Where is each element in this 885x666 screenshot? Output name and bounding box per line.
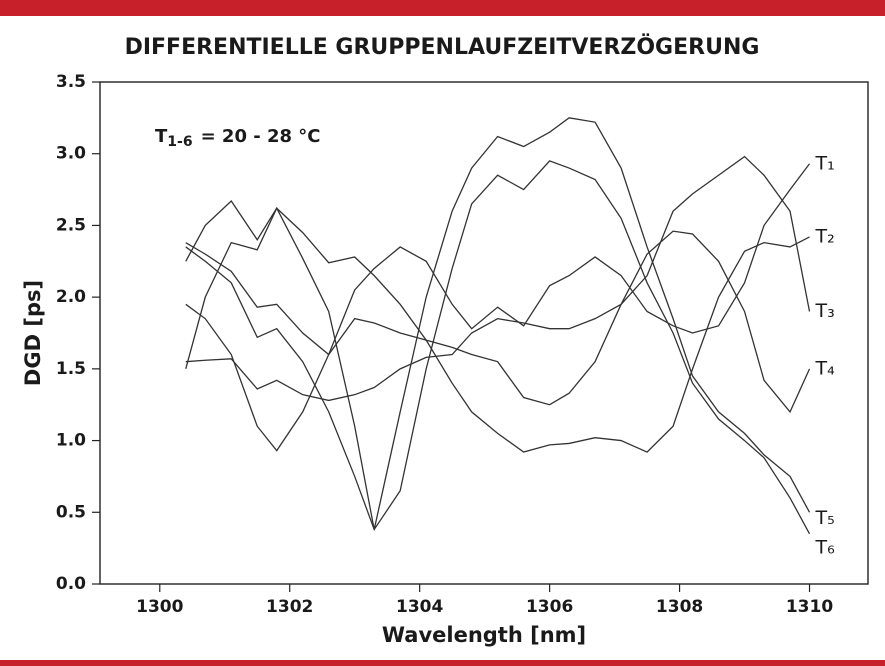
y-axis-label: DGD [ps] <box>21 280 45 386</box>
y-tick-label: 3.5 <box>56 72 86 92</box>
bottom-band <box>0 660 885 666</box>
x-tick-label: 1302 <box>266 597 313 617</box>
series-label: T₁ <box>815 152 835 174</box>
chart-title: DIFFERENTIELLE GRUPPENLAUFZEITVERZÖGERUN… <box>125 34 760 60</box>
y-tick-label: 3.0 <box>56 144 86 164</box>
annotation-text: = 20 - 28 °C <box>201 126 321 147</box>
series-line <box>185 207 810 453</box>
x-tick-label: 1308 <box>656 597 703 617</box>
y-tick-label: 1.0 <box>56 431 86 451</box>
series-label: T₅ <box>815 507 835 529</box>
series-label: T₃ <box>815 300 835 322</box>
series-line <box>185 160 811 535</box>
series-line <box>185 117 811 530</box>
y-tick-label: 2.0 <box>56 287 86 307</box>
x-tick-label: 1304 <box>396 597 443 617</box>
series-line <box>185 155 811 402</box>
x-axis-label: Wavelength [nm] <box>382 623 586 647</box>
y-tick-label: 1.5 <box>56 359 86 379</box>
series-line <box>185 230 811 414</box>
y-tick-label: 0.0 <box>56 574 86 594</box>
annotation: T1-6 = 20 - 28 °C <box>155 126 321 150</box>
annotation-subscript: 1-6 <box>167 134 192 150</box>
series-label: T₄ <box>815 357 836 379</box>
plot-frame <box>99 81 869 585</box>
x-tick-label: 1300 <box>136 597 183 617</box>
x-tick-label: 1306 <box>526 597 573 617</box>
y-tick-label: 2.5 <box>56 215 86 235</box>
y-tick-label: 0.5 <box>56 502 86 522</box>
x-tick-label: 1310 <box>786 597 833 617</box>
top-band <box>0 0 885 16</box>
annotation-symbol: T <box>155 126 168 147</box>
series-label: T₂ <box>815 225 835 247</box>
series-line <box>185 163 811 452</box>
series-label: T₆ <box>815 536 835 558</box>
